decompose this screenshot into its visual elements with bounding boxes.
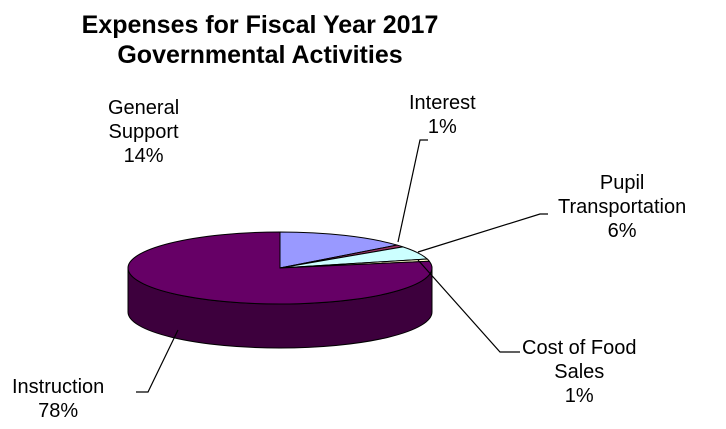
- slice-label-instruction-line-1: Instruction: [12, 376, 105, 398]
- slice-label-general-support-line-1: General: [108, 97, 180, 119]
- leader-line-interest: [397, 139, 428, 243]
- leader-line-pupil-transportation: [417, 213, 548, 253]
- pie-tops: [127, 231, 433, 305]
- chart-title-line-2: Governmental Activities: [117, 41, 403, 69]
- slice-percent-pupil-transportation: 6%: [607, 220, 637, 242]
- slice-label-general-support: General Support 14%: [108, 96, 179, 168]
- pie-slice-general-support: [279, 231, 398, 269]
- slice-label-general-support-line-2: Support: [108, 121, 179, 143]
- slice-label-pupil-transportation: Pupil Transportation 6%: [558, 171, 686, 243]
- leader-line-cost-of-food-sales: [417, 259, 520, 353]
- slice-label-instruction: Instruction 78%: [12, 375, 104, 423]
- slice-label-interest: Interest 1%: [409, 91, 476, 139]
- slice-percent-cost-of-food-sales: 1%: [564, 385, 594, 407]
- slice-percent-general-support: 14%: [123, 145, 164, 167]
- slice-percent-interest: 1%: [427, 116, 457, 138]
- chart-title-line-1: Expenses for Fiscal Year 2017: [81, 11, 439, 39]
- slice-label-cost-of-food-sales-line-1: Cost of Food: [522, 337, 637, 359]
- slice-percent-instruction: 78%: [38, 400, 79, 422]
- slice-label-cost-of-food-sales: Cost of Food Sales 1%: [522, 336, 637, 408]
- slice-label-pupil-transportation-line-2: Transportation: [558, 196, 687, 218]
- slice-label-cost-of-food-sales-line-2: Sales: [554, 361, 605, 383]
- slice-label-pupil-transportation-line-1: Pupil: [599, 172, 645, 194]
- slice-label-interest-line-1: Interest: [409, 92, 476, 114]
- leader-line-instruction: [136, 329, 179, 393]
- leader-lines: [136, 139, 548, 393]
- pie-slice-instruction: [127, 231, 433, 305]
